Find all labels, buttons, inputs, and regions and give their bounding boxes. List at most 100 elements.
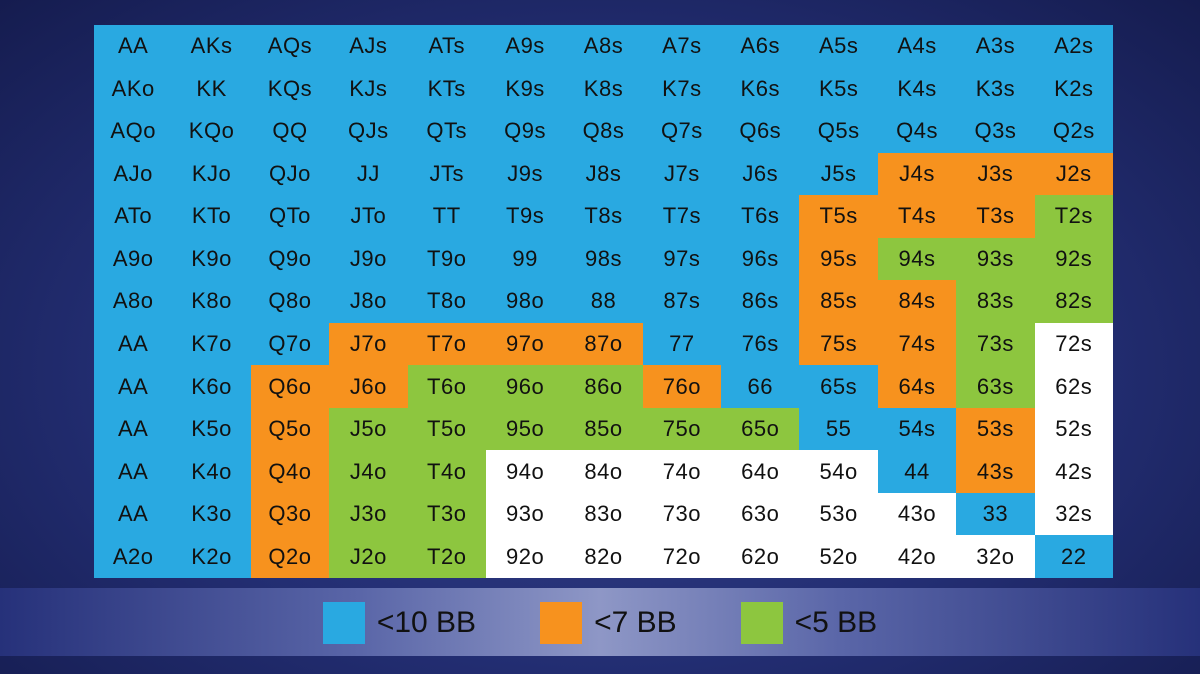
hand-cell: T4s — [877, 195, 957, 238]
hand-cell: K9s — [485, 67, 565, 111]
hand-cell: ATo — [94, 195, 173, 238]
hand-cell: T6o — [407, 365, 486, 408]
hand-cell: KK — [172, 67, 251, 111]
legend-label: <7 BB — [594, 606, 677, 639]
hand-cell: T3s — [956, 195, 1035, 238]
hand-cell: QQ — [250, 110, 330, 153]
hand-cell: 65s — [799, 365, 878, 408]
hand-cell: A7s — [642, 25, 722, 68]
hand-cell: K5o — [172, 407, 251, 451]
hand-cell: 94s — [877, 237, 957, 281]
hand-cell: 97s — [642, 237, 722, 281]
hand-cell: QJo — [250, 152, 330, 196]
hand-cell: T7s — [642, 195, 722, 238]
hand-cell: JTo — [329, 195, 408, 238]
legend-swatch-green — [740, 602, 783, 644]
hand-cell: K6s — [721, 67, 800, 111]
hand-cell: T6s — [721, 195, 800, 238]
hand-cell: AQs — [250, 25, 330, 68]
hand-cell: AKo — [94, 67, 173, 111]
hand-cell: 75s — [799, 322, 878, 366]
hand-cell: A2s — [1034, 25, 1113, 68]
hand-cell: 99 — [485, 237, 565, 281]
hand-cell: K3o — [172, 492, 251, 536]
hand-cell: 77 — [642, 322, 722, 366]
hand-cell: J3o — [329, 492, 408, 536]
hand-cell: Q4s — [877, 110, 957, 153]
hand-cell: J6o — [329, 365, 408, 408]
hand-cell: J9s — [485, 152, 565, 196]
hand-cell: J9o — [329, 237, 408, 281]
hand-cell: 62o — [721, 535, 800, 578]
hand-cell: J5s — [799, 152, 878, 196]
hand-cell: JJ — [329, 152, 408, 196]
hand-cell: J7o — [329, 322, 408, 366]
hand-cell: 42o — [877, 535, 957, 578]
hand-cell: Q4o — [250, 450, 330, 493]
hand-cell: 94o — [485, 450, 565, 493]
hand-cell: K3s — [956, 67, 1035, 111]
hand-cell: AQo — [94, 110, 173, 153]
hand-cell: A3s — [956, 25, 1035, 68]
hand-cell: 65o — [721, 407, 800, 451]
legend-item-7bb: <7 BB — [540, 602, 677, 644]
hand-cell: KQs — [250, 67, 330, 111]
hand-cell: AA — [94, 322, 173, 366]
hand-cell: K2s — [1034, 67, 1113, 111]
hand-cell: Q5o — [250, 407, 330, 451]
hand-cell: 83s — [956, 280, 1035, 323]
hand-cell: T3o — [407, 492, 486, 536]
hand-cell: 73o — [642, 492, 722, 536]
hand-cell: A8o — [94, 280, 173, 323]
hand-cell: A5s — [799, 25, 878, 68]
hand-cell: 96s — [721, 237, 800, 281]
hand-cell: 97o — [485, 322, 565, 366]
hand-cell: 42s — [1034, 450, 1113, 493]
hand-cell: K8s — [564, 67, 643, 111]
hand-cell: 62s — [1034, 365, 1113, 408]
hand-cell: J5o — [329, 407, 408, 451]
hand-cell: T9o — [407, 237, 486, 281]
hand-cell: Q7o — [250, 322, 330, 366]
hand-cell: K8o — [172, 280, 251, 323]
hand-cell: 76s — [721, 322, 800, 366]
hand-cell: A8s — [564, 25, 643, 68]
hand-cell: 88 — [564, 280, 643, 323]
hand-cell: QTs — [407, 110, 486, 153]
hand-cell: Q6s — [721, 110, 800, 153]
hand-cell: T9s — [485, 195, 565, 238]
hand-cell: 83o — [564, 492, 643, 536]
hand-cell: Q9o — [250, 237, 330, 281]
hand-cell: 86o — [564, 365, 643, 408]
hand-cell: 52o — [799, 535, 878, 578]
hand-cell: 87o — [564, 322, 643, 366]
hand-cell: T5s — [799, 195, 878, 238]
hand-cell: 95o — [485, 407, 565, 451]
hand-cell: 84s — [877, 280, 957, 323]
hand-cell: AA — [94, 365, 173, 408]
hand-cell: T2s — [1034, 195, 1113, 238]
hand-cell: 85o — [564, 407, 643, 451]
hand-cell: J8s — [564, 152, 643, 196]
hand-cell: Q5s — [799, 110, 878, 153]
legend-label: <5 BB — [794, 606, 878, 639]
hand-cell: 22 — [1034, 535, 1113, 578]
hand-cell: 82s — [1034, 280, 1113, 323]
hand-cell: K9o — [172, 237, 251, 281]
hand-cell: T8o — [407, 280, 486, 323]
hand-cell: T7o — [407, 322, 486, 366]
hand-cell: 87s — [642, 280, 722, 323]
hand-cell: 33 — [956, 492, 1035, 536]
hand-cell: Q9s — [485, 110, 565, 153]
legend: <10 BB <7 BB <5 BB — [0, 602, 1200, 644]
hand-cell: J7s — [642, 152, 722, 196]
hand-cell: 86s — [721, 280, 800, 323]
hand-cell: 95s — [799, 237, 878, 281]
legend-item-10bb: <10 BB — [322, 602, 476, 644]
hand-cell: Q3o — [250, 492, 330, 536]
hand-cell: 63s — [956, 365, 1035, 408]
hand-cell: 72s — [1034, 322, 1113, 366]
hand-cell: K2o — [172, 535, 251, 578]
hand-cell: A9o — [94, 237, 173, 281]
hand-cell: A2o — [94, 535, 173, 578]
